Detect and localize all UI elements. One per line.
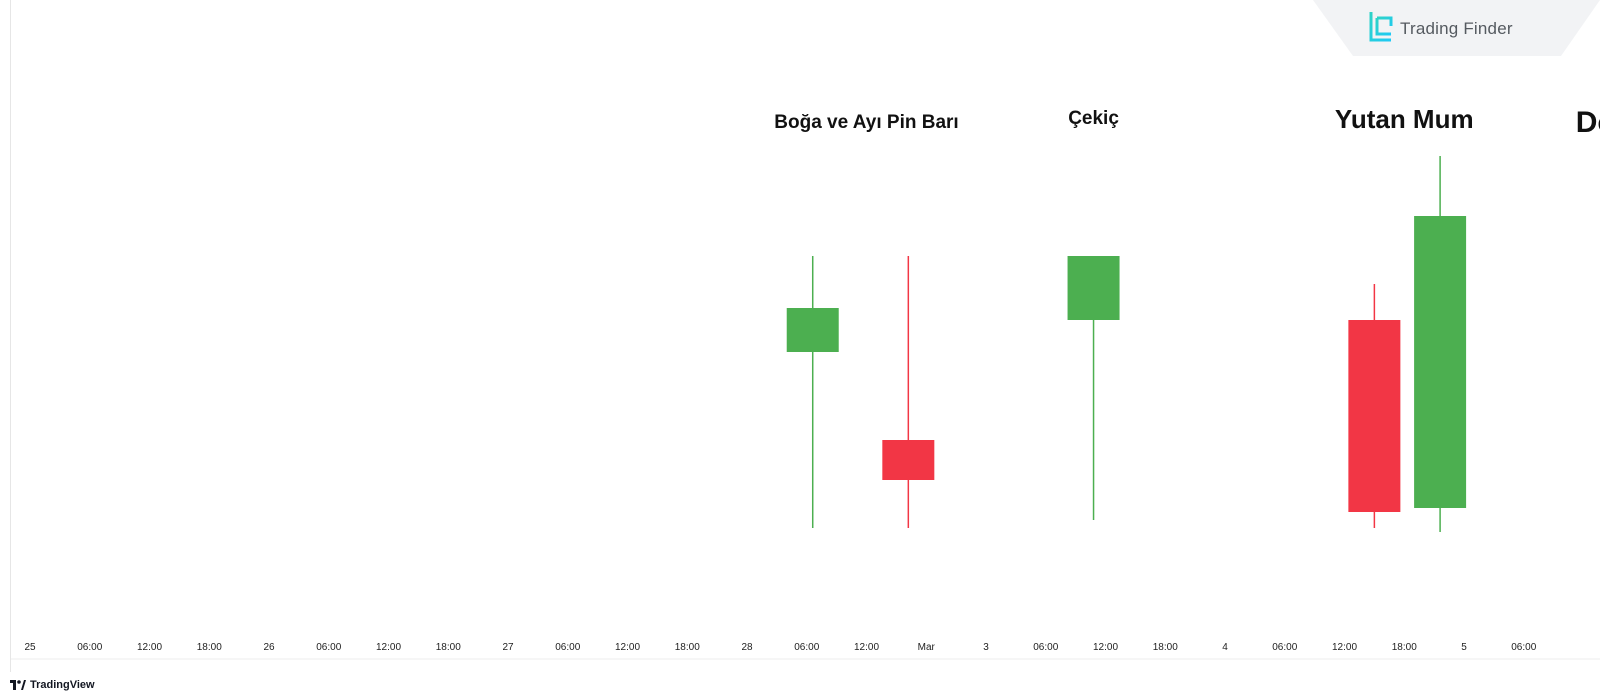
x-tick-label: 26	[263, 642, 275, 653]
candlestick-chart: Boğa ve Ayı Pin Barı Çekiç Yutan Mum Doji M…	[11, 104, 1600, 660]
pattern-label: Doji Mum	[1576, 106, 1600, 139]
x-tick-label: 4	[1222, 642, 1228, 653]
x-tick-label: 06:00	[77, 642, 102, 653]
candle-body	[786, 308, 839, 352]
x-tick-label: 5	[1461, 642, 1467, 653]
pattern-label: Yutan Mum	[1335, 104, 1474, 134]
candle-body	[1414, 216, 1467, 508]
x-tick-label: Mar	[918, 642, 936, 653]
x-tick-label: 06:00	[794, 642, 819, 653]
x-tick-label: 12:00	[854, 642, 879, 653]
trading-finder-logo-icon	[1369, 12, 1393, 42]
candle-engulf-bull[interactable]	[1414, 156, 1467, 532]
x-tick-label: 18:00	[675, 642, 700, 653]
candle-pin-bull[interactable]	[786, 256, 839, 528]
x-tick-label: 18:00	[1392, 642, 1417, 653]
x-tick-label: 06:00	[1511, 642, 1536, 653]
x-tick-label: 12:00	[376, 642, 401, 653]
x-tick-label: 12:00	[1332, 642, 1357, 653]
logo-tab	[1313, 0, 1600, 56]
time-axis[interactable]: 25 06:00 12:00 18:00 26 06:00 12:00 18:00 27 06:0…	[24, 642, 1536, 653]
x-tick-label: 28	[741, 642, 753, 653]
candle-body	[1348, 320, 1401, 512]
x-tick-label: 06:00	[555, 642, 580, 653]
pattern-label: Boğa ve Ayı Pin Barı	[774, 112, 958, 133]
x-tick-label: 25	[24, 642, 36, 653]
x-tick-label: 27	[502, 642, 514, 653]
x-tick-label: 18:00	[1153, 642, 1178, 653]
chart-area[interactable]: Boğa ve Ayı Pin Barı Çekiç Yutan Mum Doji M…	[10, 0, 1600, 672]
x-tick-label: 06:00	[1272, 642, 1297, 653]
x-tick-label: 18:00	[436, 642, 461, 653]
pattern-label: Çekiç	[1068, 108, 1119, 129]
logo-text: Trading Finder	[1400, 19, 1513, 38]
attribution-text: TradingView	[30, 679, 95, 691]
x-tick-label: 06:00	[1033, 642, 1058, 653]
tradingview-attribution[interactable]: TradingView	[10, 679, 95, 691]
candle-engulf-bear[interactable]	[1348, 284, 1401, 528]
candle-body	[1067, 256, 1120, 320]
candle-pin-bear[interactable]	[882, 256, 935, 528]
x-tick-label: 12:00	[615, 642, 640, 653]
x-tick-label: 18:00	[197, 642, 222, 653]
candles-layer	[786, 156, 1467, 532]
tradingview-logo-icon	[10, 680, 26, 690]
x-tick-label: 06:00	[316, 642, 341, 653]
candle-body	[882, 440, 935, 480]
x-tick-label: 12:00	[137, 642, 162, 653]
pattern-labels: Boğa ve Ayı Pin Barı Çekiç Yutan Mum Doji M…	[774, 104, 1600, 139]
x-tick-label: 12:00	[1093, 642, 1118, 653]
x-tick-label: 3	[983, 642, 989, 653]
candle-hammer[interactable]	[1067, 256, 1120, 520]
